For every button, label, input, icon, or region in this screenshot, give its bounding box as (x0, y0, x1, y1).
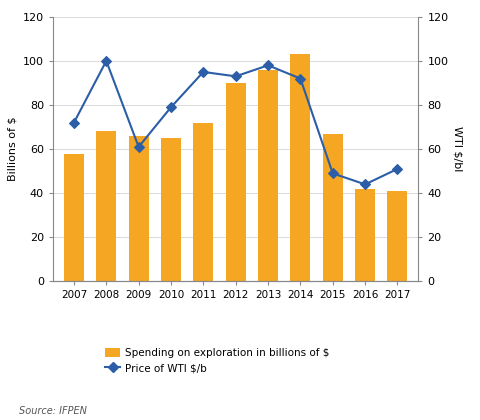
Bar (290, 54, 310, 281)
Bar (386, 191, 407, 281)
Bar (161, 138, 180, 281)
Bar (64, 153, 84, 281)
Bar (225, 83, 245, 281)
Bar (257, 70, 277, 281)
Y-axis label: WTI $/bl: WTI $/bl (452, 126, 462, 172)
Bar (128, 136, 148, 281)
Y-axis label: Billions of $: Billions of $ (7, 117, 17, 181)
Bar (322, 134, 342, 281)
Bar (96, 131, 116, 281)
Text: Source: IFPEN: Source: IFPEN (19, 406, 87, 416)
Bar (354, 189, 374, 281)
Bar (193, 123, 213, 281)
Legend: Spending on exploration in billions of $, Price of WTI $/b: Spending on exploration in billions of $… (102, 345, 332, 376)
